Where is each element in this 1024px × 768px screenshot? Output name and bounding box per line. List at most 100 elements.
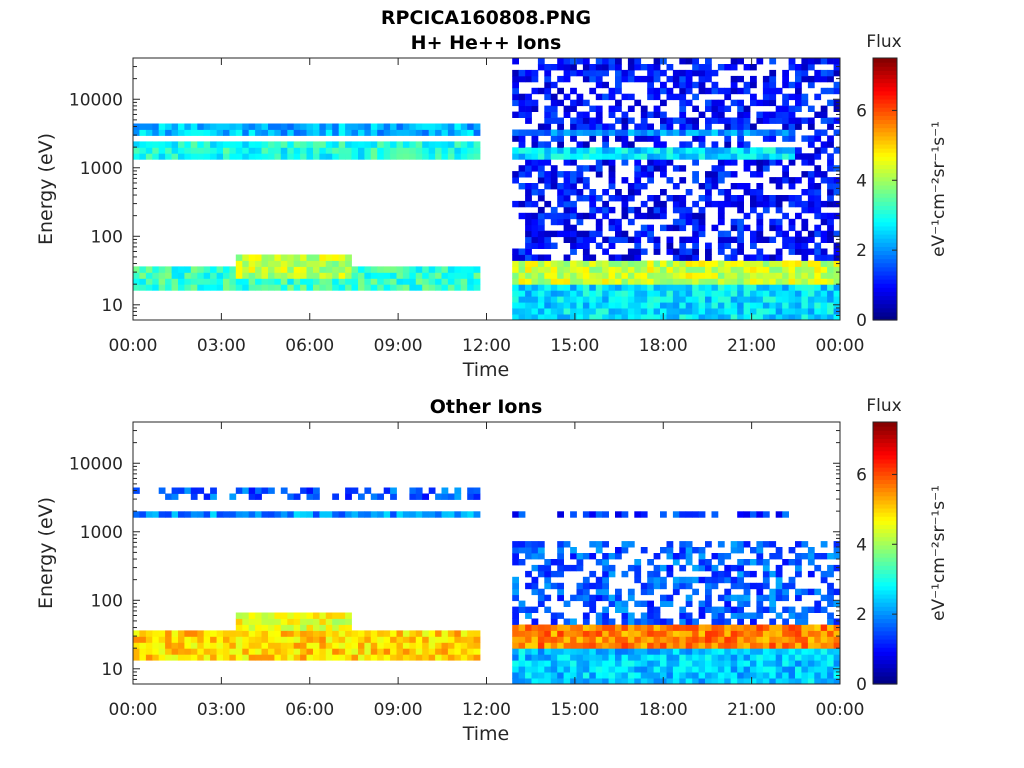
heatmap-cell	[782, 177, 789, 184]
heatmap-cell	[679, 69, 687, 77]
heatmap-cell	[775, 105, 783, 112]
heatmap-cell	[640, 290, 648, 297]
heatmap-cell	[274, 636, 282, 643]
heatmap-cell	[203, 511, 211, 518]
heatmap-cell	[582, 636, 590, 643]
heatmap-cell	[737, 123, 744, 130]
heatmap-cell	[820, 58, 828, 65]
heatmap-cell	[833, 564, 841, 572]
heatmap-cell	[158, 147, 166, 154]
heatmap-cell	[383, 654, 391, 661]
heatmap-cell	[235, 511, 243, 518]
heatmap-cell	[762, 284, 770, 291]
colorbar-segment	[873, 475, 897, 480]
heatmap-cell	[827, 618, 834, 625]
heatmap-cell	[788, 266, 796, 273]
heatmap-cell	[287, 642, 295, 649]
heatmap-cell	[814, 630, 822, 637]
heatmap-cell	[634, 129, 642, 136]
heatmap-cell	[544, 290, 552, 297]
x-tick-label: 18:00	[639, 336, 688, 356]
heatmap-cell	[518, 606, 526, 613]
heatmap-cell	[666, 87, 674, 95]
heatmap-cell	[621, 642, 629, 649]
heatmap-cell	[788, 58, 796, 65]
heatmap-cell	[235, 123, 243, 130]
heatmap-cell	[801, 99, 809, 107]
heatmap-cell	[647, 606, 654, 613]
heatmap-cell	[441, 278, 449, 285]
heatmap-cell	[730, 636, 738, 643]
heatmap-cell	[171, 511, 179, 518]
heatmap-cell	[769, 624, 777, 631]
heatmap-cell	[525, 630, 532, 637]
heatmap-cell	[634, 570, 642, 578]
heatmap-cell	[293, 272, 301, 279]
heatmap-cell	[660, 630, 667, 637]
heatmap-cell	[383, 266, 391, 273]
heatmap-cell	[557, 123, 564, 130]
heatmap-cell	[756, 672, 764, 679]
heatmap-cell	[820, 266, 828, 273]
heatmap-cell	[698, 69, 706, 77]
heatmap-cell	[672, 117, 680, 124]
heatmap-cell	[582, 612, 590, 619]
heatmap-cell	[293, 141, 301, 148]
heatmap-cell	[833, 242, 841, 249]
heatmap-cell	[537, 594, 545, 602]
heatmap-cell	[750, 93, 757, 101]
heatmap-cell	[190, 487, 198, 494]
heatmap-cell	[242, 487, 250, 494]
heatmap-cell	[280, 284, 288, 291]
heatmap-cell	[454, 654, 462, 661]
heatmap-cell	[537, 666, 545, 673]
heatmap-cell	[685, 612, 693, 619]
heatmap-cell	[550, 296, 558, 303]
heatmap-cell	[627, 564, 635, 572]
heatmap-cell	[737, 105, 744, 112]
heatmap-cell	[672, 200, 680, 208]
heatmap-cell	[615, 87, 622, 95]
heatmap-cell	[345, 493, 352, 500]
heatmap-cell	[814, 278, 822, 285]
heatmap-cell	[531, 576, 539, 584]
heatmap-cell	[595, 159, 603, 166]
heatmap-cell	[165, 141, 172, 148]
heatmap-cell	[679, 672, 687, 679]
heatmap-cell	[287, 129, 295, 136]
heatmap-cell	[711, 672, 719, 679]
heatmap-cell	[582, 594, 590, 602]
heatmap-cell	[595, 171, 603, 178]
heatmap-cell	[711, 308, 719, 315]
heatmap-cell	[531, 266, 539, 273]
heatmap-cell	[415, 654, 423, 661]
heatmap-cell	[544, 93, 552, 101]
heatmap-cell	[570, 547, 577, 554]
heatmap-cell	[512, 58, 519, 65]
heatmap-cell	[184, 630, 192, 637]
heatmap-cell	[698, 308, 706, 315]
heatmap-cell	[698, 266, 706, 273]
heatmap-cell	[679, 612, 687, 619]
heatmap-cell	[203, 284, 211, 291]
heatmap-cell	[769, 302, 777, 309]
heatmap-cell	[518, 266, 526, 273]
heatmap-cell	[756, 553, 764, 560]
heatmap-cell	[621, 153, 629, 160]
heatmap-cell	[409, 141, 417, 148]
heatmap-cell	[467, 630, 474, 637]
heatmap-cell	[531, 87, 539, 95]
heatmap-cell	[814, 129, 822, 136]
heatmap-cell	[788, 559, 796, 566]
heatmap-cell	[370, 493, 378, 500]
heatmap-cell	[833, 272, 841, 279]
heatmap-cell	[820, 541, 828, 548]
heatmap-cell	[190, 654, 198, 661]
heatmap-cell	[512, 200, 519, 208]
heatmap-cell	[184, 153, 192, 160]
heatmap-cell	[782, 511, 789, 518]
heatmap-cell	[653, 314, 661, 321]
heatmap-cell	[409, 654, 417, 661]
heatmap-cell	[769, 636, 777, 643]
heatmap-cell	[711, 618, 719, 625]
